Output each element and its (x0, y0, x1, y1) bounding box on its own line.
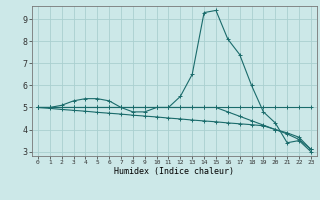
X-axis label: Humidex (Indice chaleur): Humidex (Indice chaleur) (115, 167, 234, 176)
